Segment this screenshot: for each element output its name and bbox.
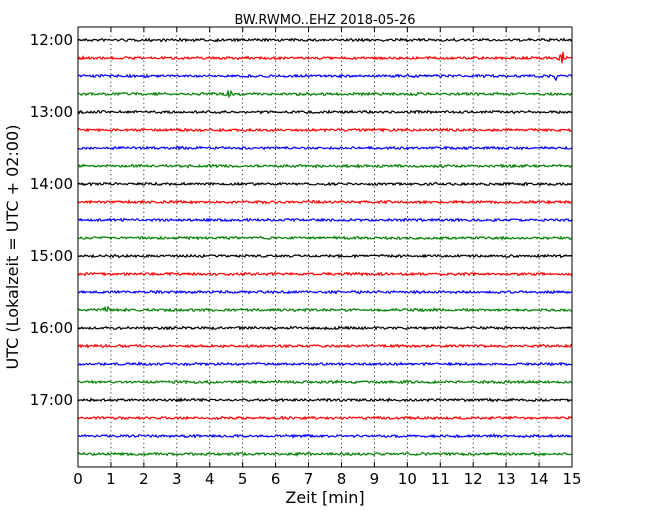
seismic-trace <box>77 451 573 458</box>
x-tick-label: 7 <box>304 470 314 488</box>
x-tick-label: 15 <box>562 470 581 488</box>
seismic-trace <box>77 181 573 187</box>
chart-title: BW.RWMO..EHZ 2018-05-26 <box>234 13 415 28</box>
trace-group <box>77 37 573 458</box>
x-tick-label: 14 <box>530 470 549 488</box>
seismic-trace <box>77 217 573 223</box>
seismic-trace <box>77 325 573 331</box>
seismic-trace <box>77 361 573 367</box>
seismic-trace <box>77 145 573 151</box>
seismic-trace <box>77 271 573 277</box>
seismic-trace <box>77 305 573 313</box>
seismic-trace <box>77 343 573 349</box>
seismic-trace <box>77 415 573 421</box>
seismic-trace <box>77 109 573 115</box>
x-tick-label: 13 <box>497 470 516 488</box>
seismic-trace <box>77 127 573 133</box>
seismic-trace <box>77 433 573 439</box>
seismic-trace <box>77 163 573 169</box>
x-axis-label: Zeit [min] <box>285 488 364 507</box>
x-tick-label: 1 <box>106 470 116 488</box>
y-tick-label: 15:00 <box>30 247 73 265</box>
seismic-trace <box>77 51 573 64</box>
x-tick-label: 4 <box>205 470 215 488</box>
seismic-trace <box>77 73 573 82</box>
seismic-trace <box>77 253 573 259</box>
seismic-trace <box>77 289 573 295</box>
y-tick-label: 17:00 <box>30 391 73 409</box>
y-tick-label: 13:00 <box>30 103 73 121</box>
y-tick-label: 14:00 <box>30 175 73 193</box>
x-tick-label: 8 <box>337 470 347 488</box>
x-tick-label: 9 <box>370 470 380 488</box>
x-tick-label: 12 <box>464 470 483 488</box>
x-tick-label: 2 <box>139 470 149 488</box>
x-tick-label: 6 <box>271 470 281 488</box>
seismic-trace <box>77 199 573 205</box>
x-tick-label: 11 <box>431 470 450 488</box>
seismic-trace <box>77 379 573 385</box>
plot-frame <box>77 26 573 468</box>
seismic-trace <box>77 89 573 99</box>
seismic-trace <box>77 37 573 43</box>
x-tick-label: 10 <box>398 470 417 488</box>
y-tick-label: 12:00 <box>30 31 73 49</box>
seismic-trace <box>77 397 573 403</box>
x-axis: 0 1 2 3 4 5 6 7 8 9 10 11 12 13 14 15 <box>73 27 582 488</box>
x-tick-label: 5 <box>238 470 248 488</box>
y-tick-label: 16:00 <box>30 319 73 337</box>
y-axis-label: UTC (Lokalzeit = UTC + 02:00) <box>3 125 22 370</box>
seismic-trace <box>77 235 573 241</box>
y-axis: 12:00 13:00 14:00 15:00 16:00 17:00 <box>30 31 572 409</box>
x-tick-label: 0 <box>73 470 83 488</box>
x-tick-label: 3 <box>172 470 182 488</box>
